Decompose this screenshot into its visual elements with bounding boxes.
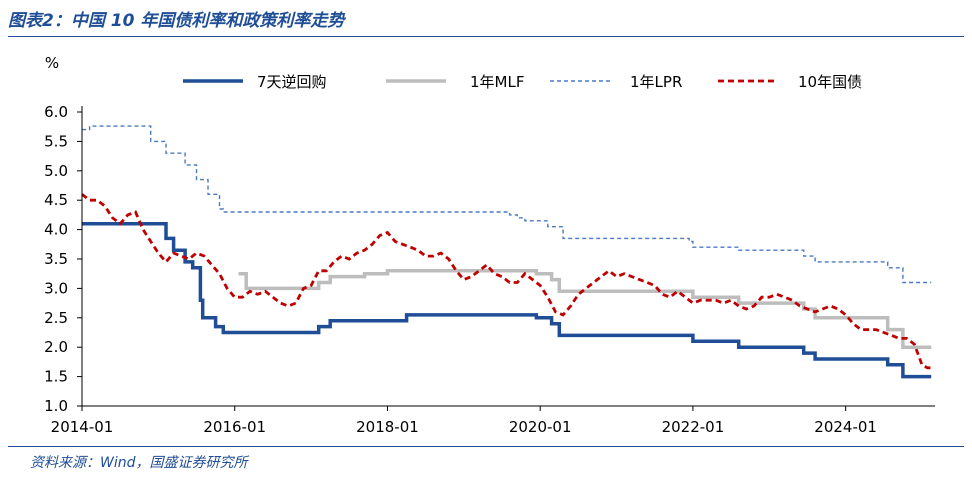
series-line-0 (82, 221, 932, 379)
y-unit-label: % (45, 54, 59, 72)
x-tick-label: 2022-01 (662, 418, 725, 436)
legend-label-3: 10年国债 (798, 73, 862, 91)
x-tick-label: 2018-01 (356, 418, 419, 436)
source-rule (8, 446, 964, 447)
y-tick-label: 3.0 (44, 279, 68, 297)
chart-area: 7天逆回购 1年MLF 1年LPR 10年国债 1.0 1.5 2.0 2.5 3.0 3.5 4… (44, 54, 935, 436)
figure-title: 图表2：中国 10 年国债利率和政策利率走势 (8, 11, 345, 31)
y-tick-label: 5.0 (44, 162, 68, 180)
y-tick-label: 3.5 (44, 250, 68, 268)
x-tick-label: 2024-01 (814, 418, 877, 436)
y-tick-label: 1.5 (44, 368, 68, 386)
y-tick-label: 4.5 (44, 191, 68, 209)
legend: 7天逆回购 1年MLF 1年LPR 10年国债 (183, 73, 862, 91)
x-tick-label: 2016-01 (203, 418, 266, 436)
source-note: 资料来源：Wind，国盛证券研究所 (30, 455, 248, 471)
axes-layer: 1.0 1.5 2.0 2.5 3.0 3.5 4.0 4.5 5.0 5.5 6.0 2014-01… (44, 54, 935, 436)
x-tick-label: 2014-01 (51, 418, 114, 436)
series-line-2 (82, 125, 932, 284)
series-line-1 (238, 269, 932, 349)
series-layer (81, 125, 932, 379)
y-tick-label: 4.0 (44, 221, 68, 239)
y-tick-label: 2.5 (44, 309, 68, 327)
y-tick-label: 2.0 (44, 338, 68, 356)
series-line-3 (81, 193, 932, 370)
y-tick-label: 5.5 (44, 132, 68, 150)
legend-label-1: 1年MLF (470, 73, 524, 91)
y-tick-label: 1.0 (44, 397, 68, 415)
legend-label-2: 1年LPR (630, 73, 682, 91)
x-tick-label: 2020-01 (509, 418, 572, 436)
y-tick-label: 6.0 (44, 103, 68, 121)
title-rule (8, 36, 964, 37)
legend-label-0: 7天逆回购 (257, 73, 327, 91)
